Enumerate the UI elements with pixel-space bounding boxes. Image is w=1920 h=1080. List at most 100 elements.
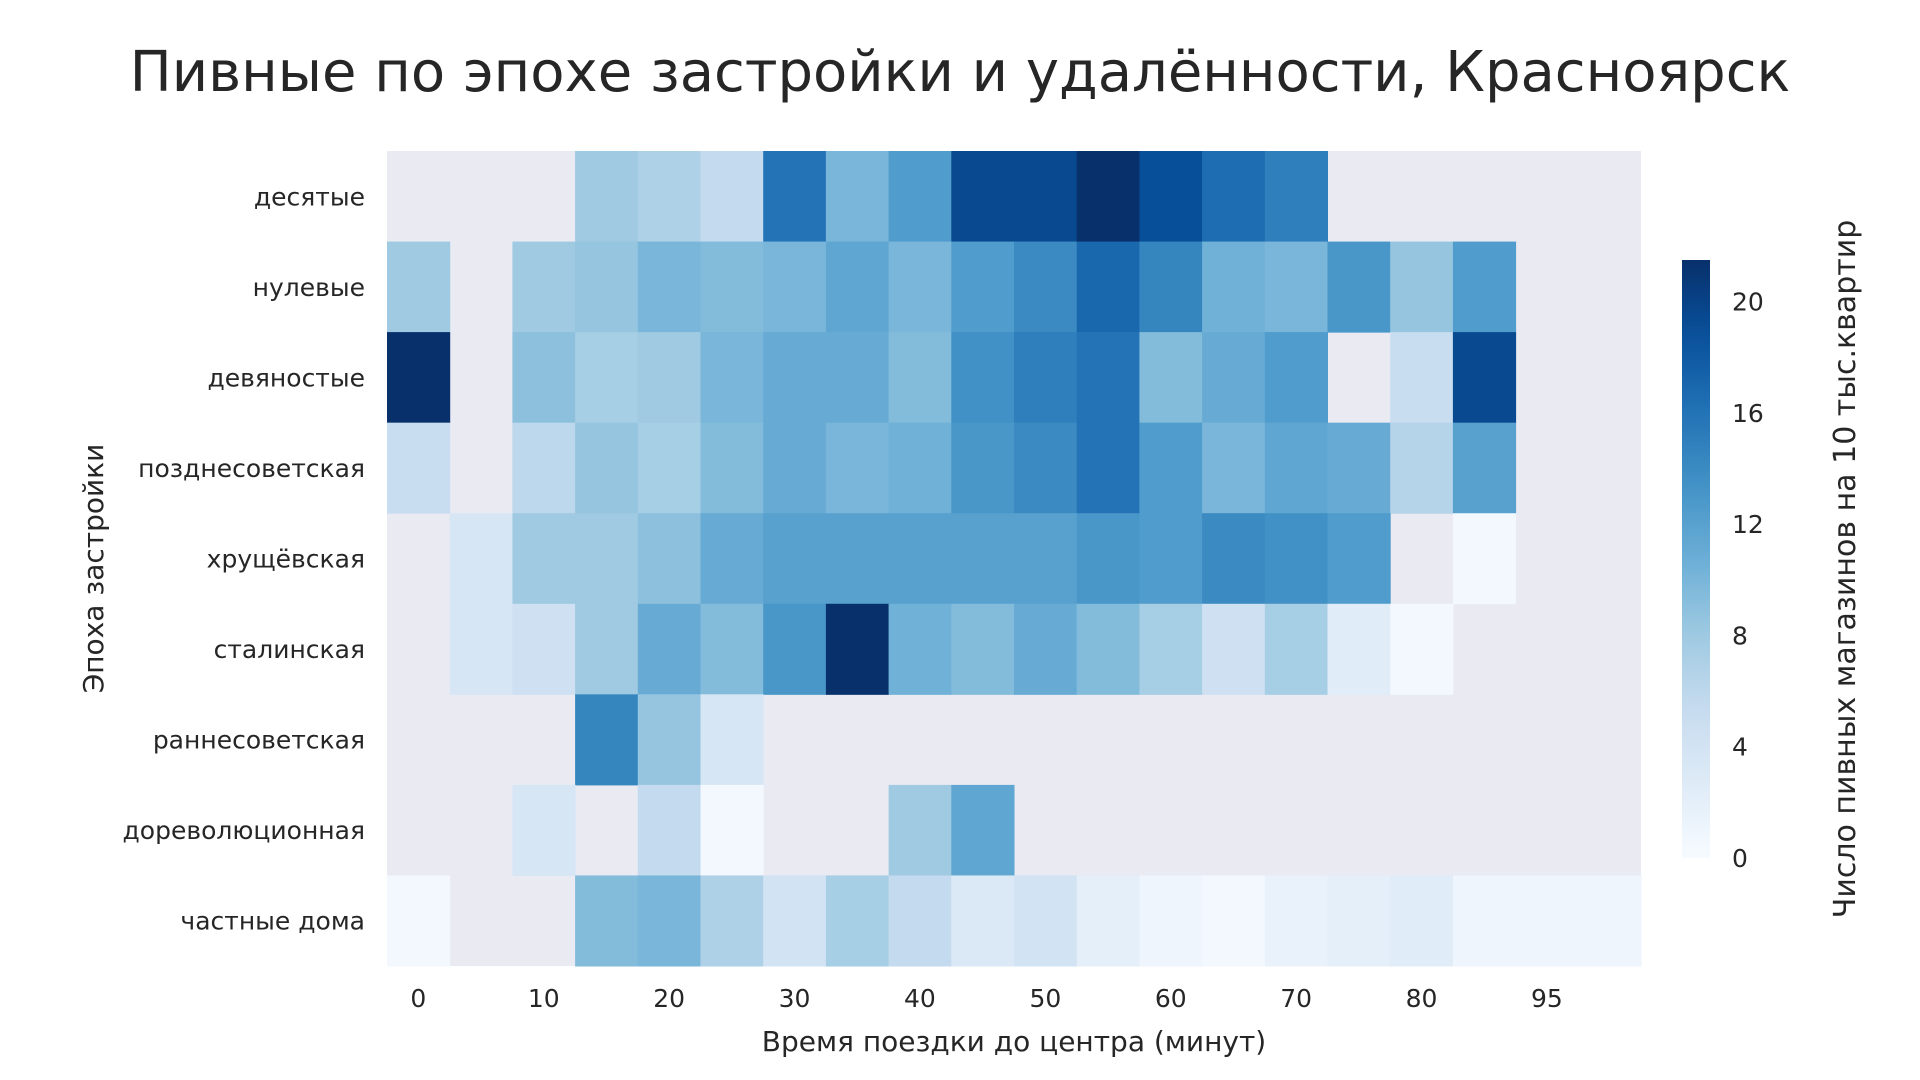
- heatmap-cell: [1390, 332, 1454, 424]
- heatmap-cell: [1139, 513, 1203, 605]
- heatmap-cell: [1264, 422, 1328, 514]
- y-tick-label: раннесоветская: [153, 726, 365, 755]
- heatmap-cell: [700, 784, 764, 876]
- heatmap-cell: [1327, 241, 1391, 333]
- heatmap-cell: [1076, 422, 1140, 514]
- x-tick-label: 20: [653, 984, 685, 1013]
- heatmap-cell: [888, 332, 952, 424]
- heatmap-cell: [763, 241, 827, 333]
- y-axis-title: Эпоха застройки: [77, 444, 110, 694]
- heatmap-cell: [1076, 513, 1140, 605]
- heatmap-cell: [449, 603, 513, 695]
- heatmap-cell: [1264, 875, 1328, 967]
- heatmap-cell: [700, 694, 764, 786]
- heatmap-cell: [1515, 875, 1579, 967]
- heatmap-cell: [1452, 513, 1517, 605]
- heatmap-cell: [1076, 332, 1140, 424]
- x-tick-label: 40: [904, 984, 936, 1013]
- y-tick-label: хрущёвская: [207, 545, 365, 574]
- heatmap-cell: [1014, 603, 1078, 695]
- heatmap-cell: [1076, 875, 1140, 967]
- heatmap-cell: [700, 332, 764, 424]
- heatmap-cell: [1264, 151, 1328, 243]
- heatmap-cell: [825, 603, 890, 695]
- heatmap-cell: [1202, 513, 1266, 605]
- heatmap-cell: [512, 332, 576, 424]
- y-tick-label: сталинская: [214, 635, 365, 664]
- heatmap-cells: [387, 151, 1642, 967]
- heatmap-cell: [888, 603, 952, 695]
- heatmap-cell: [575, 694, 639, 786]
- heatmap-cell: [1327, 875, 1391, 967]
- colorbar: [1682, 260, 1710, 858]
- heatmap-cell: [951, 241, 1015, 333]
- y-tick-label: частные дома: [180, 907, 365, 936]
- heatmap-cell: [637, 422, 701, 514]
- heatmap-cell: [1202, 241, 1266, 333]
- x-tick-label: 10: [528, 984, 560, 1013]
- heatmap-cell: [1390, 422, 1454, 514]
- heatmap-cell: [575, 151, 639, 243]
- heatmap-cell: [825, 875, 890, 967]
- heatmap-cell: [888, 241, 952, 333]
- colorbar-tick-label: 12: [1732, 510, 1764, 539]
- x-axis-title: Время поездки до центра (минут): [762, 1025, 1266, 1058]
- heatmap-cell: [1014, 241, 1078, 333]
- heatmap-cell: [637, 603, 701, 695]
- heatmap-cell: [951, 603, 1015, 695]
- heatmap-cell: [700, 151, 764, 243]
- heatmap-cell: [512, 422, 576, 514]
- heatmap-cell: [951, 422, 1015, 514]
- x-tick-label: 60: [1155, 984, 1187, 1013]
- heatmap-cell: [387, 332, 451, 424]
- heatmap-cell: [1578, 875, 1642, 967]
- heatmap-cell: [763, 151, 827, 243]
- heatmap-cell: [1139, 603, 1203, 695]
- colorbar-tick-label: 20: [1732, 288, 1764, 317]
- x-axis-labels: 0 10 20 30 40 50 60 70 80 95: [410, 984, 1562, 1013]
- heatmap-cell: [1264, 513, 1328, 605]
- heatmap-cell: [825, 513, 890, 605]
- heatmap-cell: [1076, 603, 1140, 695]
- heatmap-cell: [637, 332, 701, 424]
- heatmap-cell: [1076, 241, 1140, 333]
- x-tick-label: 95: [1531, 984, 1563, 1013]
- heatmap-cell: [512, 603, 576, 695]
- heatmap-cell: [1264, 241, 1328, 333]
- heatmap-cell: [637, 784, 701, 876]
- heatmap-cell: [512, 513, 576, 605]
- heatmap-cell: [825, 422, 890, 514]
- heatmap-cell: [387, 875, 451, 967]
- heatmap-cell: [512, 784, 576, 876]
- y-tick-label: девяностые: [207, 363, 365, 392]
- heatmap-cell: [888, 513, 952, 605]
- heatmap-cell: [888, 875, 952, 967]
- heatmap-cell: [1139, 151, 1203, 243]
- heatmap-cell: [1202, 151, 1266, 243]
- heatmap-cell: [637, 875, 701, 967]
- heatmap-cell: [763, 422, 827, 514]
- heatmap-cell: [825, 151, 890, 243]
- heatmap-cell: [951, 875, 1015, 967]
- y-tick-label: десятые: [254, 182, 365, 211]
- heatmap-cell: [888, 422, 952, 514]
- heatmap-cell: [951, 151, 1015, 243]
- x-tick-label: 50: [1029, 984, 1061, 1013]
- heatmap-cell: [825, 241, 890, 333]
- heatmap-cell: [700, 603, 764, 695]
- heatmap-cell: [1139, 332, 1203, 424]
- chart-title: Пивные по эпохе застройки и удалённости,…: [129, 40, 1791, 105]
- heatmap-cell: [763, 875, 827, 967]
- heatmap-cell: [637, 241, 701, 333]
- heatmap-cell: [1390, 875, 1454, 967]
- heatmap-cell: [1264, 332, 1328, 424]
- x-tick-label: 70: [1280, 984, 1312, 1013]
- x-tick-label: 30: [779, 984, 811, 1013]
- heatmap-cell: [825, 332, 890, 424]
- heatmap-cell: [951, 784, 1015, 876]
- heatmap-cell: [951, 332, 1015, 424]
- heatmap-cell: [1452, 422, 1517, 514]
- colorbar-tick-label: 8: [1732, 621, 1748, 650]
- colorbar-title: Число пивных магазинов на 10 тыс.квартир: [1828, 220, 1863, 918]
